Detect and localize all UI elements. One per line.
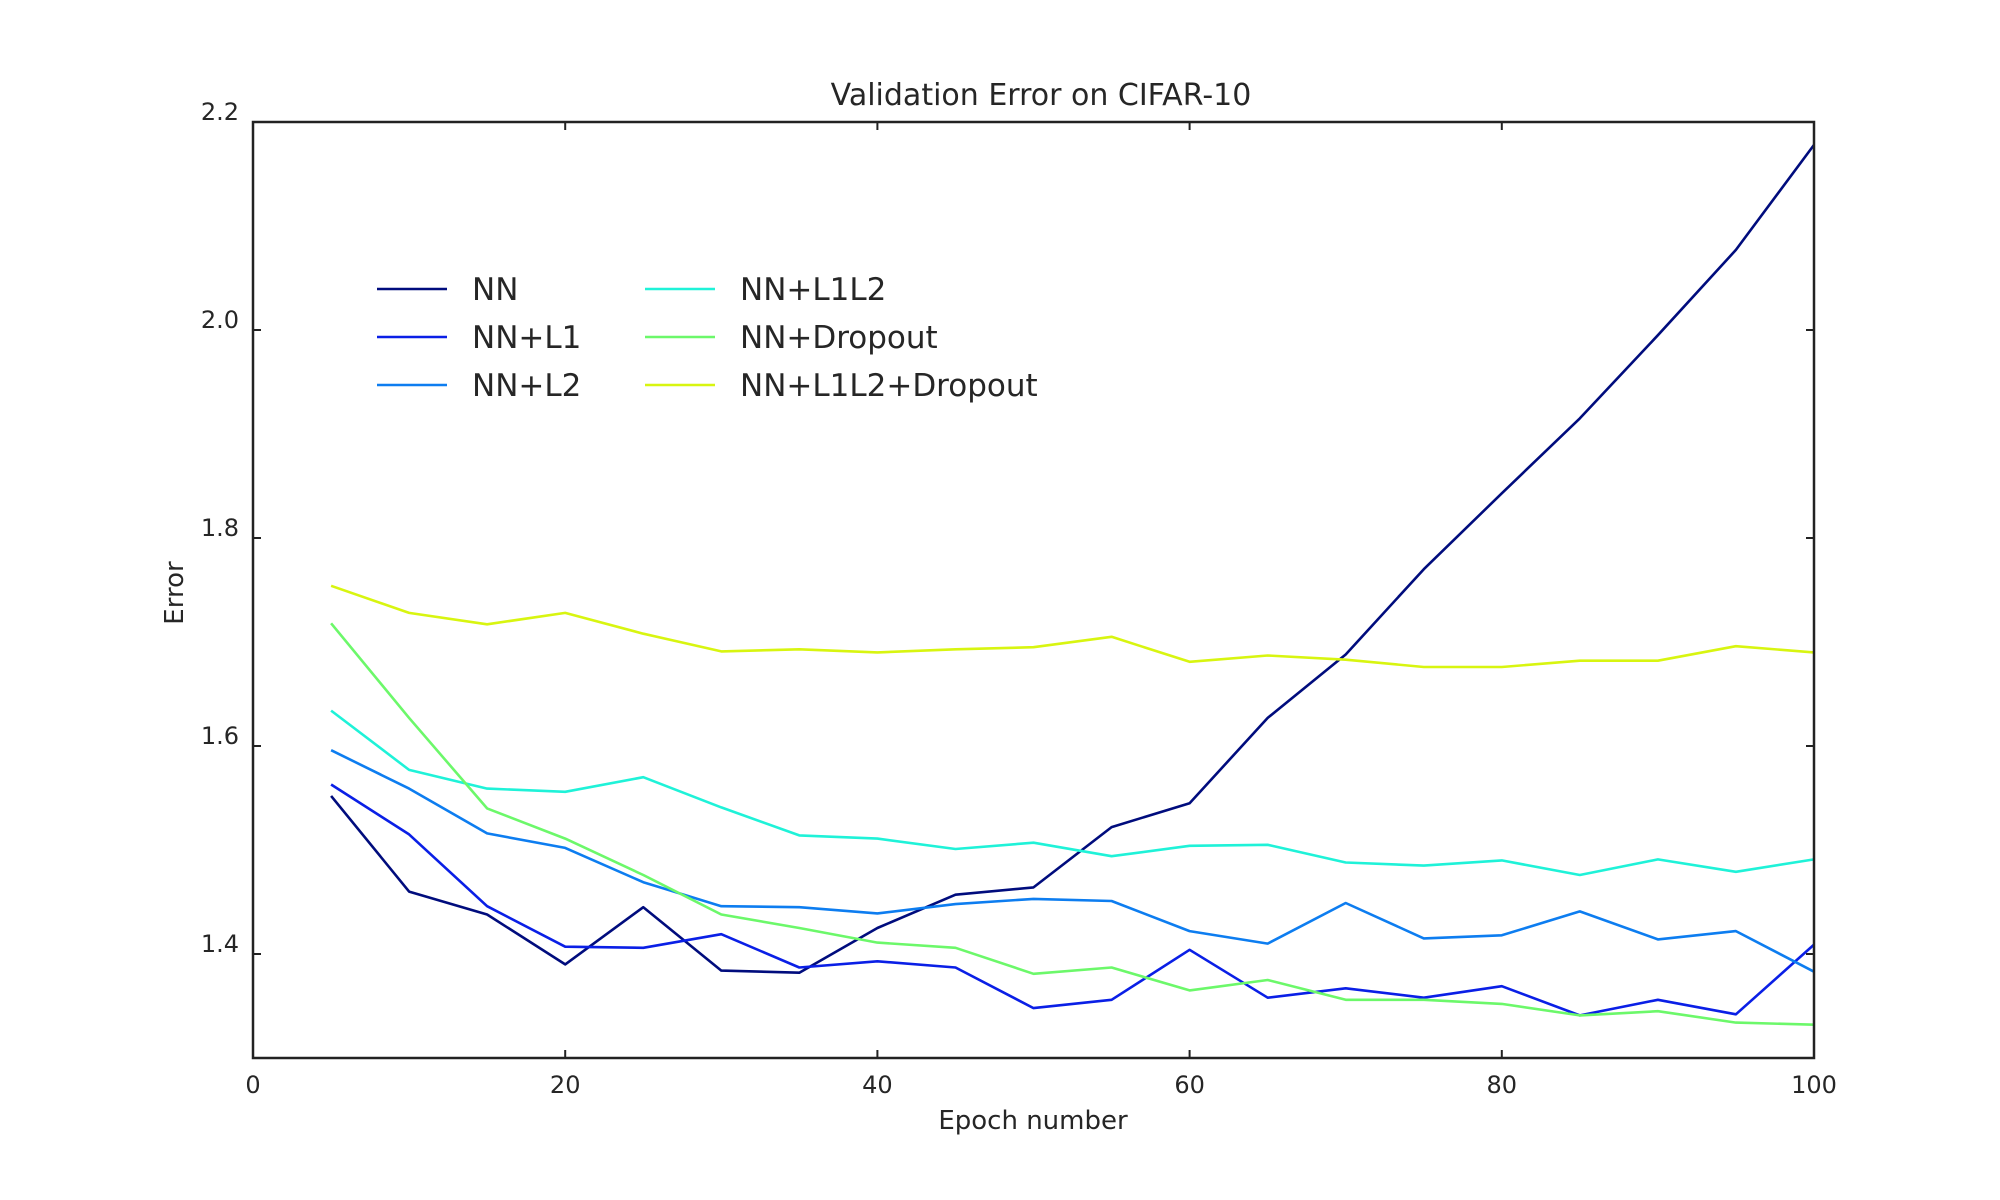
legend-label-nn-l1: NN+L1 — [472, 320, 581, 356]
y-tick-label: 2.0 — [201, 306, 239, 334]
legend-label-nn-dropout: NN+Dropout — [740, 320, 938, 356]
x-axis-label: Epoch number — [938, 1106, 1128, 1136]
x-tick-label: 80 — [1487, 1071, 1518, 1099]
series-line-nn-l2 — [330, 749, 1815, 973]
legend: NN NN+L1 NN+L2 NN+L1L2 NN+Dropout NN+L1L2+Dro… — [377, 272, 1038, 404]
legend-label-nn: NN — [472, 272, 518, 308]
legend-label-nn-l1l2: NN+L1L2 — [740, 272, 886, 308]
legend-label-nn-l2: NN+L2 — [472, 368, 581, 404]
series-lines — [330, 144, 1816, 1026]
x-tick-label: 40 — [862, 1071, 893, 1099]
y-tick-label: 1.8 — [201, 514, 239, 542]
y-tick-label: 1.6 — [201, 722, 239, 750]
series-line-nn-l1 — [330, 783, 1815, 1017]
y-axis-ticks: 1.4 1.6 1.8 2.0 2.2 — [201, 98, 1814, 958]
series-line-nn-l1l2 — [330, 709, 1815, 877]
x-tick-label: 60 — [1174, 1071, 1205, 1099]
legend-label-nn-l1l2-dropout: NN+L1L2+Dropout — [740, 368, 1038, 404]
plot-frame — [251, 120, 1816, 1060]
x-tick-label: 100 — [1791, 1071, 1837, 1099]
y-tick-label: 1.4 — [201, 930, 239, 958]
series-line-nn — [330, 144, 1816, 975]
x-axis-ticks: 0 20 40 60 80 100 — [245, 122, 1837, 1099]
x-tick-label: 20 — [550, 1071, 581, 1099]
x-tick-label: 0 — [245, 1071, 260, 1099]
y-tick-label: 2.2 — [201, 98, 239, 126]
series-line-nn-l1l2-dropout — [330, 584, 1815, 669]
y-axis-label: Error — [160, 561, 190, 625]
chart-title: Validation Error on CIFAR-10 — [831, 78, 1252, 113]
series-line-nn-dropout — [330, 622, 1815, 1026]
